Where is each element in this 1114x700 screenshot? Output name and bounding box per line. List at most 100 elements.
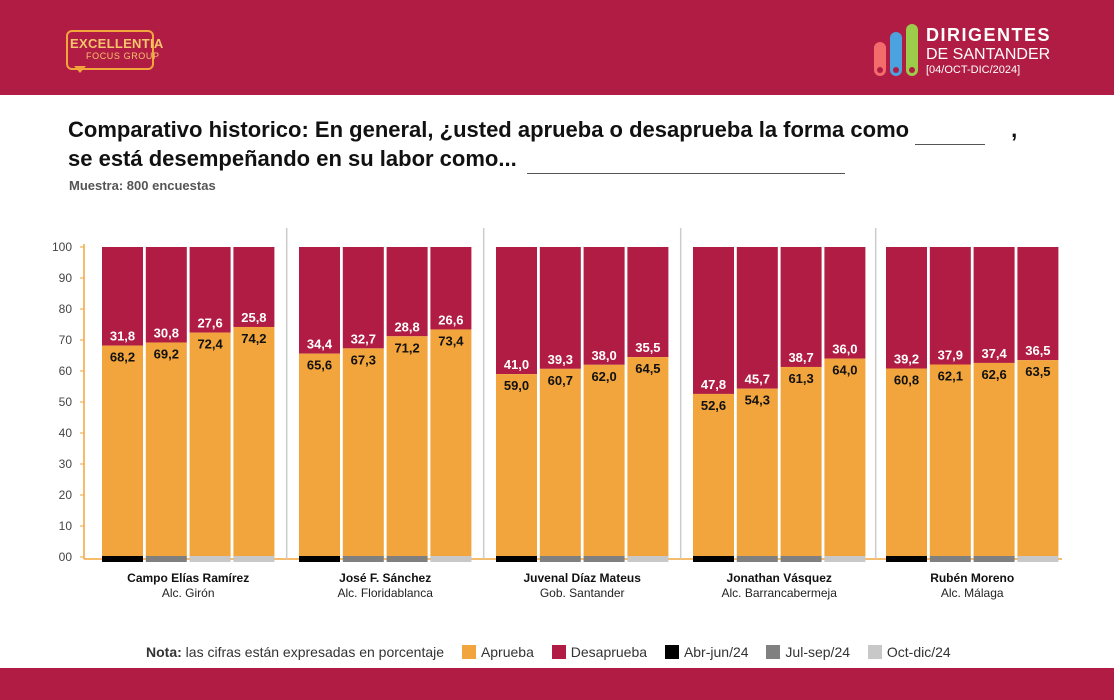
y-tick-label: 00 (59, 550, 73, 564)
period-marker (780, 556, 822, 562)
label-aprueba: 67,3 (351, 352, 376, 367)
y-tick-label: 70 (59, 333, 73, 347)
legend-swatch-period3 (867, 645, 882, 659)
title-line-1: Comparativo historico: En general, ¿uste… (68, 116, 1098, 145)
label-desaprueba: 41,0 (504, 357, 529, 372)
logo-right-line1: DIRIGENTES (926, 25, 1052, 45)
period-marker (824, 556, 866, 562)
sample-size: Muestra: 800 encuestas (69, 178, 216, 193)
bar-aprueba (386, 336, 428, 557)
title-line-2: se está desempeñando en su labor como... (68, 145, 1098, 174)
group-name: Juvenal Díaz Mateus (524, 571, 642, 585)
title-line-2-text: se está desempeñando en su labor como... (68, 146, 517, 171)
legend-label-approve: Aprueba (480, 644, 534, 660)
label-desaprueba: 30,8 (154, 325, 179, 340)
logo-right-line3: [04/OCT-DIC/2024] (926, 64, 1021, 76)
label-desaprueba: 34,4 (307, 337, 333, 352)
label-desaprueba: 28,8 (394, 319, 419, 334)
label-desaprueba: 26,6 (438, 312, 463, 327)
period-marker (233, 556, 275, 562)
logo-left-line1: EXCELLENTIA (70, 36, 164, 51)
bar-desaprueba (233, 247, 275, 327)
dirigentes-logo-icon (874, 24, 918, 76)
label-aprueba: 52,6 (701, 398, 726, 413)
legend-swatch-period2 (766, 645, 781, 659)
period-marker (145, 556, 187, 562)
y-tick-label: 10 (59, 519, 73, 533)
label-desaprueba: 37,4 (981, 346, 1007, 361)
label-aprueba: 59,0 (504, 378, 529, 393)
bar-desaprueba (1017, 247, 1059, 361)
label-desaprueba: 47,8 (701, 377, 726, 392)
label-aprueba: 62,0 (591, 369, 616, 384)
label-desaprueba: 39,2 (894, 352, 919, 367)
legend-item-approve: Aprueba (461, 644, 534, 660)
chart-title: Comparativo historico: En general, ¿uste… (68, 116, 1098, 174)
y-tick-label: 80 (59, 302, 73, 316)
label-desaprueba: 37,9 (938, 347, 963, 362)
label-aprueba: 62,6 (981, 367, 1006, 382)
bar-aprueba (824, 358, 866, 557)
group-name: Rubén Moreno (930, 571, 1014, 585)
logo-right-line2: DE SANTANDER (926, 46, 1051, 63)
period-marker (693, 556, 734, 562)
bar-desaprueba (539, 247, 581, 369)
bar-desaprueba (929, 247, 971, 365)
legend-label-disapprove: Desaprueba (570, 644, 648, 660)
label-aprueba: 74,2 (241, 331, 266, 346)
bar-aprueba (929, 364, 971, 557)
period-marker (386, 556, 428, 562)
label-desaprueba: 45,7 (745, 372, 770, 387)
label-desaprueba: 38,0 (591, 348, 616, 363)
legend-item-period1: Abr-jun/24 (664, 644, 749, 660)
note-label: Nota: (146, 644, 182, 660)
legend-swatch-period1 (664, 645, 679, 659)
bar-desaprueba (824, 247, 866, 359)
logo-left-line2: FOCUS GROUP (86, 51, 160, 61)
label-aprueba: 72,4 (197, 337, 223, 352)
top-banner (0, 0, 1114, 95)
legend: Nota: las cifras están expresadas en por… (146, 644, 951, 660)
bar-desaprueba (583, 247, 625, 365)
logo-speech-bubble (66, 30, 154, 70)
y-tick-label: 50 (59, 395, 73, 409)
label-aprueba: 62,1 (938, 368, 963, 383)
label-desaprueba: 36,5 (1025, 343, 1050, 358)
period-marker (627, 556, 669, 562)
title-line-1-text: Comparativo historico: En general, ¿uste… (68, 117, 910, 142)
bar-aprueba (539, 368, 581, 557)
legend-label-period3: Oct-dic/24 (886, 644, 951, 660)
group-name: Jonathan Vásquez (727, 571, 832, 585)
legend-item-disapprove: Desaprueba (551, 644, 648, 660)
bar-aprueba (693, 393, 734, 557)
legend-item-period3: Oct-dic/24 (867, 644, 951, 660)
label-desaprueba: 27,6 (197, 316, 222, 331)
period-marker (430, 556, 472, 562)
bar-aprueba (1017, 360, 1059, 557)
bar-aprueba (102, 345, 143, 557)
bar-desaprueba (430, 247, 472, 330)
period-marker (342, 556, 384, 562)
title-blank-1 (915, 116, 986, 145)
label-aprueba: 71,2 (394, 340, 419, 355)
note-text: las cifras están expresadas en porcentaj… (185, 644, 445, 660)
period-marker (496, 556, 537, 562)
y-tick-label: 60 (59, 364, 73, 378)
label-aprueba: 73,4 (438, 333, 464, 348)
bar-aprueba (299, 353, 340, 557)
bar-desaprueba (973, 247, 1015, 363)
label-aprueba: 64,5 (635, 361, 660, 376)
excellentia-logo: EXCELLENTIA FOCUS GROUP (66, 30, 163, 74)
bar-desaprueba (496, 247, 537, 375)
label-aprueba: 63,5 (1025, 364, 1050, 379)
label-desaprueba: 25,8 (241, 310, 266, 325)
label-desaprueba: 38,7 (788, 350, 813, 365)
legend-swatch-approve (461, 645, 476, 659)
bar-desaprueba (886, 247, 927, 369)
period-marker (736, 556, 778, 562)
label-aprueba: 65,6 (307, 358, 332, 373)
group-role: Alc. Barrancabermeja (722, 586, 838, 600)
label-desaprueba: 35,5 (635, 340, 660, 355)
title-blank-2 (526, 145, 845, 174)
bar-desaprueba (189, 247, 231, 333)
